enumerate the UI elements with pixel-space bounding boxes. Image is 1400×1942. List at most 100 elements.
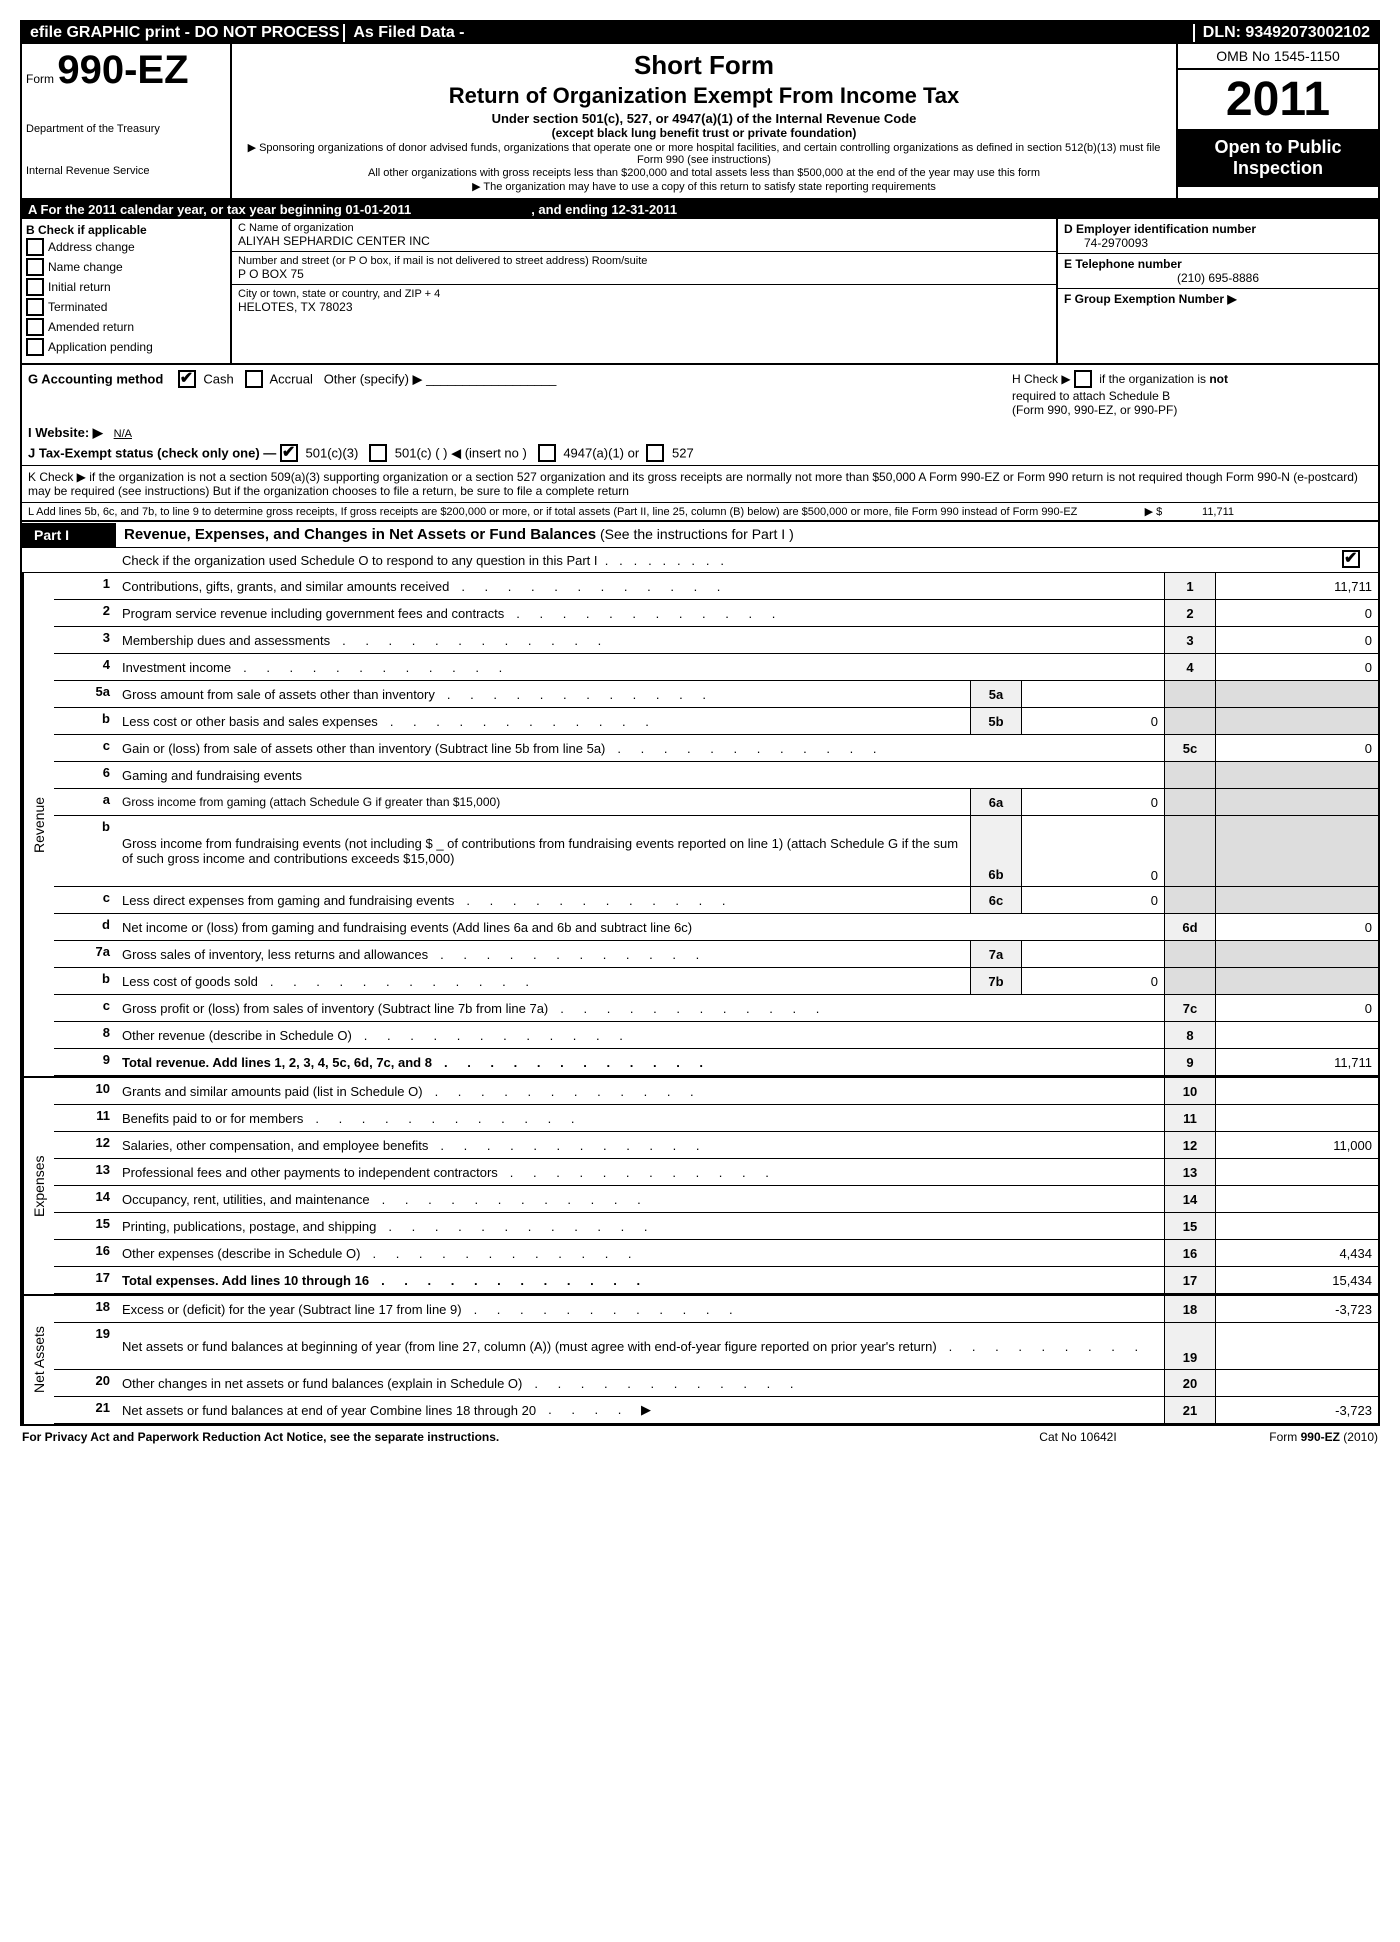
expenses-side-label: Expenses	[22, 1078, 54, 1294]
revenue-section: Revenue 1Contributions, gifts, grants, a…	[22, 573, 1378, 1076]
checkbox-terminated[interactable]	[26, 298, 44, 316]
line-6d-amount: 0	[1215, 914, 1378, 940]
row-a-tax-year: A For the 2011 calendar year, or tax yea…	[22, 200, 1378, 219]
form-number: 990-EZ	[57, 48, 188, 92]
checkbox-527[interactable]	[646, 444, 664, 462]
line-14-amount	[1215, 1186, 1378, 1212]
checkbox-501c3[interactable]	[280, 444, 298, 462]
dept-treasury: Department of the Treasury	[26, 123, 226, 135]
checkbox-application-pending[interactable]	[26, 338, 44, 356]
column-b-checkboxes: B Check if applicable Address change Nam…	[22, 219, 232, 363]
note-3: ▶ The organization may have to use a cop…	[236, 180, 1172, 193]
schedule-o-check: Check if the organization used Schedule …	[22, 548, 1378, 573]
checkbox-initial-return[interactable]	[26, 278, 44, 296]
b-title: B Check if applicable	[26, 223, 226, 237]
line-11-amount	[1215, 1105, 1378, 1131]
header-title-block: Short Form Return of Organization Exempt…	[232, 44, 1176, 198]
header-left: Form 990-EZ Department of the Treasury I…	[22, 44, 232, 198]
street: P O BOX 75	[238, 267, 1050, 281]
checkbox-4947[interactable]	[538, 444, 556, 462]
net-assets-section: Net Assets 18Excess or (deficit) for the…	[22, 1294, 1378, 1424]
revenue-side-label: Revenue	[22, 573, 54, 1076]
line-21-amount: -3,723	[1215, 1397, 1378, 1423]
form-990ez: efile GRAPHIC print - DO NOT PROCESS As …	[20, 20, 1380, 1426]
note-2: All other organizations with gross recei…	[236, 167, 1172, 179]
section-b-c-d-e-f: B Check if applicable Address change Nam…	[22, 219, 1378, 365]
subtitle-1: Under section 501(c), 527, or 4947(a)(1)…	[236, 111, 1172, 126]
checkbox-name-change[interactable]	[26, 258, 44, 276]
checkbox-address-change[interactable]	[26, 238, 44, 256]
line-1-amount: 11,711	[1215, 573, 1378, 599]
phone: (210) 695-8886	[1064, 271, 1372, 285]
website: N/A	[114, 428, 132, 440]
dln: DLN: 93492073002102	[1193, 24, 1374, 42]
row-l: L Add lines 5b, 6c, and 7b, to line 9 to…	[22, 502, 1378, 520]
line-6c-amount: 0	[1021, 887, 1164, 913]
group-exemption-label: F Group Exemption Number ▶	[1064, 292, 1372, 306]
part-1-title: Revenue, Expenses, and Changes in Net As…	[116, 522, 1378, 547]
as-filed: As Filed Data -	[343, 24, 1192, 42]
gross-receipts: 11,711	[1202, 506, 1234, 518]
cat-no: Cat No 10642I	[978, 1430, 1178, 1444]
open-to-public: Open to Public Inspection	[1178, 129, 1378, 187]
phone-label: E Telephone number	[1064, 257, 1372, 271]
line-10-amount	[1215, 1078, 1378, 1104]
checkbox-schedule-b[interactable]	[1074, 370, 1092, 388]
row-k: K Check ▶ if the organization is not a s…	[22, 465, 1378, 502]
line-16-amount: 4,434	[1215, 1240, 1378, 1266]
accounting-label: G Accounting method	[28, 371, 163, 386]
net-assets-side-label: Net Assets	[22, 1296, 54, 1424]
efile-notice: efile GRAPHIC print - DO NOT PROCESS	[26, 24, 343, 42]
header: Form 990-EZ Department of the Treasury I…	[22, 44, 1378, 200]
checkbox-cash[interactable]	[178, 370, 196, 388]
line-19-amount	[1215, 1323, 1378, 1369]
line-5a-amount	[1021, 681, 1164, 707]
city: HELOTES, TX 78023	[238, 300, 1050, 314]
line-20-amount	[1215, 1370, 1378, 1396]
line-4-amount: 0	[1215, 654, 1378, 680]
ein-label: D Employer identification number	[1064, 222, 1372, 236]
part-1-label: Part I	[22, 523, 116, 547]
header-right: OMB No 1545-1150 2011 Open to Public Ins…	[1176, 44, 1378, 198]
form-ref: Form 990-EZ (2010)	[1178, 1430, 1378, 1444]
row-g-h: G Accounting method Cash Accrual Other (…	[22, 365, 1378, 423]
org-name: ALIYAH SEPHARDIC CENTER INC	[238, 234, 1050, 248]
tax-year: 2011	[1178, 70, 1378, 129]
line-5b-amount: 0	[1021, 708, 1164, 734]
note-1: ▶ Sponsoring organizations of donor advi…	[236, 141, 1172, 166]
line-17-amount: 15,434	[1215, 1267, 1378, 1293]
line-15-amount	[1215, 1213, 1378, 1239]
line-6a-amount: 0	[1021, 789, 1164, 815]
line-8-amount	[1215, 1022, 1378, 1048]
omb-number: OMB No 1545-1150	[1178, 44, 1378, 70]
page-footer: For Privacy Act and Paperwork Reduction …	[20, 1426, 1380, 1448]
line-5c-amount: 0	[1215, 735, 1378, 761]
privacy-notice: For Privacy Act and Paperwork Reduction …	[22, 1430, 978, 1444]
subtitle-2: (except black lung benefit trust or priv…	[236, 126, 1172, 140]
ein: 74-2970093	[1064, 236, 1372, 250]
line-12-amount: 11,000	[1215, 1132, 1378, 1158]
checkbox-schedule-o[interactable]	[1342, 550, 1360, 568]
irs: Internal Revenue Service	[26, 165, 226, 177]
checkbox-accrual[interactable]	[245, 370, 263, 388]
h-schedule-b: H Check ▶ if the organization is not req…	[1012, 371, 1372, 417]
line-2-amount: 0	[1215, 600, 1378, 626]
line-18-amount: -3,723	[1215, 1296, 1378, 1322]
city-label: City or town, state or country, and ZIP …	[238, 288, 1050, 300]
column-c-org-info: C Name of organization ALIYAH SEPHARDIC …	[232, 219, 1056, 363]
top-bar: efile GRAPHIC print - DO NOT PROCESS As …	[22, 22, 1378, 44]
checkbox-amended[interactable]	[26, 318, 44, 336]
part-1-header: Part I Revenue, Expenses, and Changes in…	[22, 520, 1378, 548]
line-3-amount: 0	[1215, 627, 1378, 653]
line-9-amount: 11,711	[1215, 1049, 1378, 1075]
row-j-tax-exempt: J Tax-Exempt status (check only one) — 5…	[22, 443, 1378, 465]
column-d-e-f: D Employer identification number 74-2970…	[1056, 219, 1378, 363]
org-name-label: C Name of organization	[238, 222, 1050, 234]
checkbox-501c[interactable]	[369, 444, 387, 462]
form-prefix: Form	[26, 72, 54, 86]
expenses-section: Expenses 10Grants and similar amounts pa…	[22, 1076, 1378, 1294]
main-title: Return of Organization Exempt From Incom…	[236, 83, 1172, 109]
line-7a-amount	[1021, 941, 1164, 967]
row-i-website: I Website: ▶ N/A	[22, 423, 1378, 443]
street-label: Number and street (or P O box, if mail i…	[238, 255, 1050, 267]
